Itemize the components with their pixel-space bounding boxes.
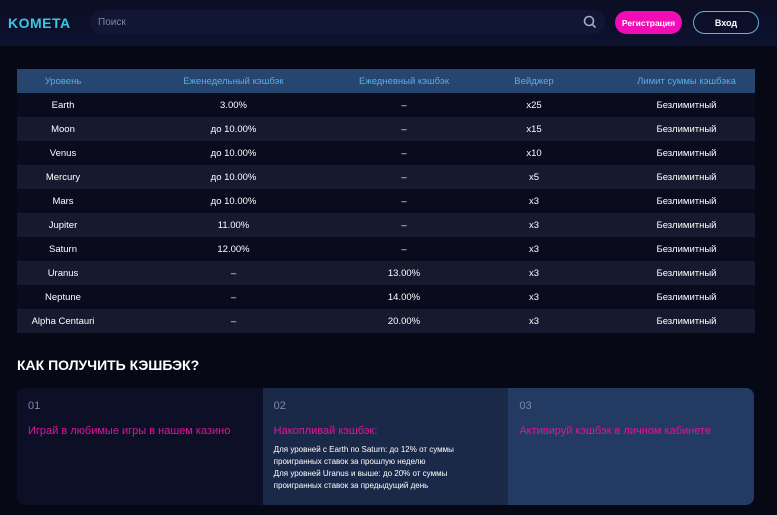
- search-input[interactable]: [98, 16, 583, 28]
- table-row: Moon до 10.00% – x15 Безлимитный: [17, 117, 755, 141]
- table-cell: Mars: [17, 189, 109, 213]
- table-cell: x3: [450, 213, 618, 237]
- table-cell: Безлимитный: [618, 141, 755, 165]
- table-cell: до 10.00%: [109, 189, 358, 213]
- table-cell: 13.00%: [358, 261, 450, 285]
- table-cell: x15: [450, 117, 618, 141]
- column-header: Еженедельный кэшбэк: [109, 69, 358, 93]
- step-title: Накопливай кэшбэк:: [273, 425, 378, 437]
- table-cell: –: [358, 93, 450, 117]
- table-row: Earth 3.00% – x25 Безлимитный: [17, 93, 755, 117]
- table-cell: 11.00%: [109, 213, 358, 237]
- table-cell: –: [109, 309, 358, 333]
- table-row: Mercury до 10.00% – x5 Безлимитный: [17, 165, 755, 189]
- search-icon[interactable]: [583, 15, 597, 29]
- table-cell: 14.00%: [358, 285, 450, 309]
- table-cell: x3: [450, 285, 618, 309]
- table-cell: Uranus: [17, 261, 109, 285]
- logo[interactable]: KOMETA: [8, 15, 71, 31]
- step-card: 02 Накопливай кэшбэк: Для уровней с Earth …: [262, 388, 509, 505]
- table-cell: Moon: [17, 117, 109, 141]
- table-cell: 20.00%: [358, 309, 450, 333]
- table-cell: x5: [450, 165, 618, 189]
- table-row: Jupiter 11.00% – x3 Безлимитный: [17, 213, 755, 237]
- table-cell: x10: [450, 141, 618, 165]
- step-title: Играй в любимые игры в нашем казино: [28, 425, 231, 437]
- table-cell: –: [358, 165, 450, 189]
- table-cell: до 10.00%: [109, 165, 358, 189]
- step-description: Для уровней Uranus и выше: до 20% от сум…: [273, 469, 448, 490]
- login-button[interactable]: Вход: [693, 11, 759, 34]
- table-cell: Mercury: [17, 165, 109, 189]
- table-cell: –: [358, 237, 450, 261]
- table-cell: Безлимитный: [618, 285, 755, 309]
- table-cell: x3: [450, 189, 618, 213]
- table-cell: x3: [450, 309, 618, 333]
- table-cell: 12.00%: [109, 237, 358, 261]
- step-number: 01: [28, 400, 41, 412]
- table-cell: Безлимитный: [618, 189, 755, 213]
- table-cell: Venus: [17, 141, 109, 165]
- column-header: Вейджер: [450, 69, 618, 93]
- register-button[interactable]: Регистрация: [615, 11, 682, 34]
- cashback-table: Уровень Еженедельный кэшбэк Ежедневный кэш…: [17, 69, 755, 333]
- table-cell: Безлимитный: [618, 309, 755, 333]
- section-title: КАК ПОЛУЧИТЬ КЭШБЭК?: [17, 357, 200, 373]
- table-row: Alpha Centauri –20.00% x3 Безлимитный: [17, 309, 755, 333]
- table-cell: Безлимитный: [618, 93, 755, 117]
- table-cell: –: [358, 213, 450, 237]
- table-cell: Alpha Centauri: [17, 309, 109, 333]
- table-cell: –: [358, 117, 450, 141]
- step-number: 02: [273, 400, 286, 412]
- table-cell: x25: [450, 93, 618, 117]
- table-cell: Безлимитный: [618, 117, 755, 141]
- table-cell: до 10.00%: [109, 141, 358, 165]
- step-card: 03 Активируй кэшбэк в личном кабинете: [508, 388, 754, 505]
- table-cell: Безлимитный: [618, 213, 755, 237]
- table-cell: до 10.00%: [109, 117, 358, 141]
- step-description: Для уровней с Earth по Saturn: до 12% от…: [273, 445, 454, 466]
- table-cell: Earth: [17, 93, 109, 117]
- table-cell: Безлимитный: [618, 165, 755, 189]
- table-cell: Neptune: [17, 285, 109, 309]
- header: KOMETA Регистрация Вход: [0, 0, 777, 46]
- table-cell: Безлимитный: [618, 261, 755, 285]
- table-row: Saturn 12.00% – x3 Безлимитный: [17, 237, 755, 261]
- step-number: 03: [519, 400, 532, 412]
- table-row: Mars до 10.00% – x3 Безлимитный: [17, 189, 755, 213]
- column-header: Ежедневный кэшбэк: [358, 69, 450, 93]
- step-card: 01 Играй в любимые игры в нашем казино: [17, 388, 263, 505]
- table-cell: Jupiter: [17, 213, 109, 237]
- table-cell: –: [358, 141, 450, 165]
- table-cell: x3: [450, 261, 618, 285]
- steps: 01 Играй в любимые игры в нашем казино 02 Н…: [17, 388, 754, 505]
- table-cell: Saturn: [17, 237, 109, 261]
- table-cell: –: [109, 261, 358, 285]
- table-row: Venus до 10.00% – x10 Безлимитный: [17, 141, 755, 165]
- table-cell: 3.00%: [109, 93, 358, 117]
- step-title: Активируй кэшбэк в личном кабинете: [519, 425, 711, 437]
- table-row: Neptune –14.00% x3 Безлимитный: [17, 285, 755, 309]
- table-cell: –: [109, 285, 358, 309]
- table-cell: –: [358, 189, 450, 213]
- table-cell: x3: [450, 237, 618, 261]
- column-header: Лимит суммы кэшбэка: [618, 69, 755, 93]
- table-row: Uranus –13.00% x3 Безлимитный: [17, 261, 755, 285]
- search-bar[interactable]: [90, 10, 605, 34]
- table-cell: Безлимитный: [618, 237, 755, 261]
- column-header: Уровень: [17, 69, 109, 93]
